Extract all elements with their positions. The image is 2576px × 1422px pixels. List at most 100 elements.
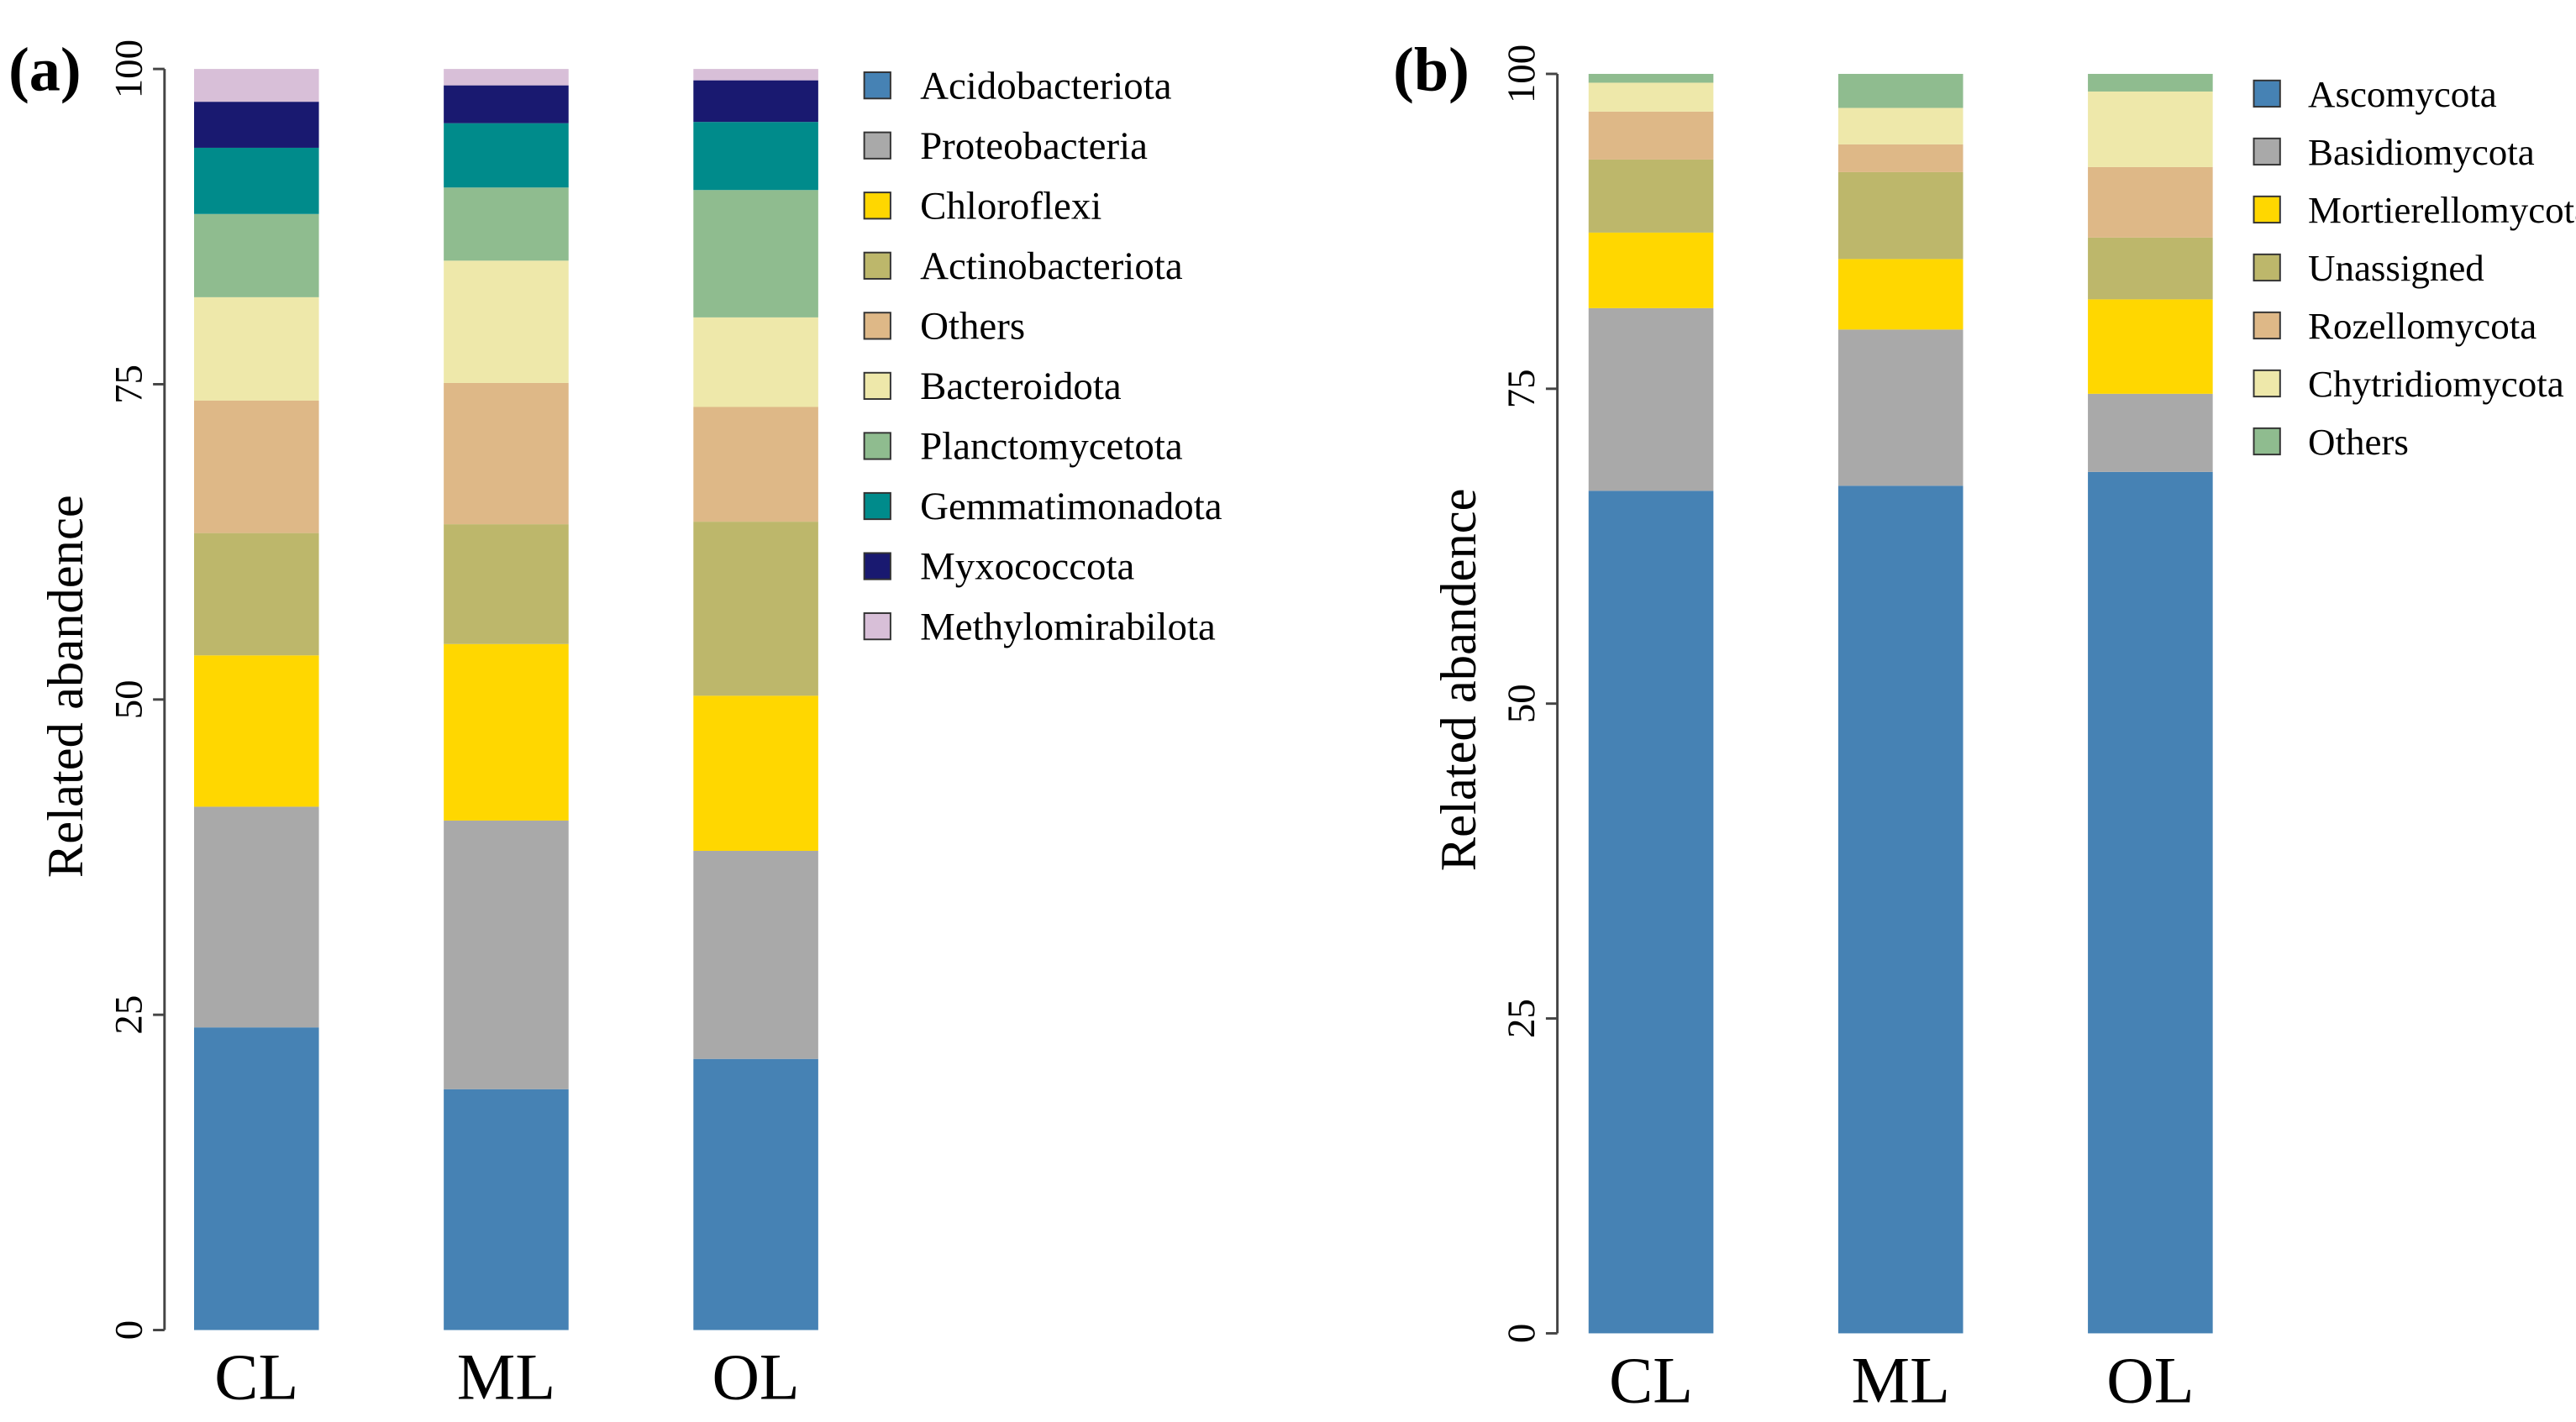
x-tick-label: CL bbox=[214, 1341, 298, 1414]
bar-segment-cl-mortierellomycota bbox=[1588, 232, 1714, 308]
bar-segment-ol-proteobacteria bbox=[693, 850, 818, 1059]
legend-label: Unassigned bbox=[2308, 247, 2484, 289]
legend-label: Myxococcota bbox=[920, 545, 1134, 589]
bar-segment-ml-basidiomycota bbox=[1837, 329, 1964, 486]
panel-label: (a) bbox=[8, 36, 81, 105]
bar-segment-ol-bacteroidota bbox=[693, 317, 818, 407]
panel-label: (b) bbox=[1393, 36, 1469, 105]
bar-segment-ol-chloroflexi bbox=[693, 695, 818, 851]
y-tick-label: 100 bbox=[1500, 45, 1543, 103]
bar-segment-ml-actinobacteriota bbox=[444, 524, 569, 644]
legend-label: Rozellomycota bbox=[2308, 305, 2537, 347]
bar-segment-cl-unassigned bbox=[1588, 159, 1714, 233]
y-axis-label: Related abandence bbox=[38, 495, 94, 878]
y-tick-label: 50 bbox=[107, 680, 150, 719]
legend-swatch bbox=[863, 371, 891, 401]
legend-swatch bbox=[863, 192, 891, 220]
bar-segment-cl-methylomirabilota bbox=[193, 69, 319, 102]
bar-segment-cl-myxococcota bbox=[193, 102, 319, 148]
legend-swatch bbox=[2253, 137, 2281, 166]
legend-swatch bbox=[2253, 79, 2281, 108]
legend-swatch bbox=[2253, 427, 2281, 456]
bar-segment-ml-chytridiomycota bbox=[1837, 108, 1964, 144]
bar-segment-ol-chytridiomycota bbox=[2088, 91, 2213, 167]
y-tick-label: 50 bbox=[1500, 684, 1543, 723]
bar-segment-cl-actinobacteriota bbox=[193, 533, 319, 656]
x-tick-label: ML bbox=[457, 1341, 555, 1414]
legend-swatch bbox=[863, 71, 891, 100]
bar-segment-ml-chloroflexi bbox=[444, 643, 569, 821]
bar-segment-ml-others bbox=[444, 382, 569, 525]
bar-segment-ml-gemmatimonadota bbox=[444, 123, 569, 188]
bar-segment-ol-actinobacteriota bbox=[693, 522, 818, 696]
legend-swatch bbox=[863, 552, 891, 580]
bar-segment-cl-chytridiomycota bbox=[1588, 82, 1714, 112]
y-tick-label: 25 bbox=[107, 995, 150, 1035]
bar-segment-cl-bacteroidota bbox=[193, 296, 319, 401]
legend-swatch bbox=[2253, 253, 2281, 282]
bar-segment-ml-unassigned bbox=[1837, 171, 1964, 260]
y-tick-label: 0 bbox=[107, 1320, 150, 1340]
legend-label: Chytridiomycota bbox=[2308, 363, 2564, 405]
bar-segment-ml-acidobacteriota bbox=[444, 1089, 569, 1330]
legend-label: Others bbox=[920, 305, 1025, 349]
bar-segment-ml-others bbox=[1837, 73, 1964, 108]
legend-swatch bbox=[863, 251, 891, 280]
legend-swatch bbox=[863, 612, 891, 641]
legend-label: Planctomycetota bbox=[920, 425, 1183, 469]
bar-segment-ml-methylomirabilota bbox=[444, 69, 569, 86]
bar-segment-ol-mortierellomycota bbox=[2088, 299, 2213, 394]
legend-label: Actinobacteriota bbox=[920, 244, 1183, 288]
bar-segment-ml-mortierellomycota bbox=[1837, 259, 1964, 330]
bar-segment-cl-basidiomycota bbox=[1588, 307, 1714, 491]
x-tick-label: CL bbox=[1609, 1344, 1693, 1417]
bar-segment-ol-basidiomycota bbox=[2088, 393, 2213, 472]
x-tick-label: OL bbox=[712, 1341, 799, 1414]
bar-segment-cl-gemmatimonadota bbox=[193, 147, 319, 214]
legend-swatch bbox=[863, 312, 891, 340]
legend: Acidobacteriota Proteobacteria Chloroflexi… bbox=[863, 64, 1222, 648]
bar-segment-cl-others bbox=[193, 400, 319, 533]
legend-label: Methylomirabilota bbox=[920, 605, 1216, 648]
bar-segment-cl-chloroflexi bbox=[193, 655, 319, 807]
bar-segment-ol-ascomycota bbox=[2088, 471, 2213, 1334]
legend-swatch bbox=[2253, 311, 2281, 340]
bar-segment-ol-unassigned bbox=[2088, 237, 2213, 300]
y-axis-label: Related abandence bbox=[1431, 488, 1487, 871]
bar-segment-cl-acidobacteriota bbox=[193, 1027, 319, 1330]
legend-swatch bbox=[863, 131, 891, 160]
legend-swatch bbox=[863, 432, 891, 460]
panel-b-fungi-chart: (b) 0 25 50 75 100 Related abandence CL ML OL Asco… bbox=[1393, 36, 2576, 1417]
bar-segment-ol-myxococcota bbox=[693, 80, 818, 123]
x-tick-label: ML bbox=[1852, 1344, 1950, 1417]
legend-label: Basidiomycota bbox=[2308, 131, 2535, 173]
bar-segment-ol-rozellomycota bbox=[2088, 166, 2213, 238]
panel-a-bacteria-chart: (a) 0 25 50 75 100 Related abandence CL ML OL Acid… bbox=[8, 36, 1222, 1414]
bar-segment-ol-gemmatimonadota bbox=[693, 122, 818, 191]
legend-label: Chloroflexi bbox=[920, 184, 1101, 228]
bar-segment-ol-planctomycetota bbox=[693, 190, 818, 317]
y-tick-label: 100 bbox=[107, 39, 150, 98]
legend: Ascomycota Basidiomycota Mortierellomycota… bbox=[2253, 73, 2576, 463]
legend-swatch bbox=[2253, 369, 2281, 398]
bar-segment-ml-planctomycetota bbox=[444, 187, 569, 261]
bar-segment-cl-rozellomycota bbox=[1588, 111, 1714, 160]
bar-segment-cl-planctomycetota bbox=[193, 213, 319, 297]
bar-segment-cl-proteobacteria bbox=[193, 806, 319, 1028]
y-tick-label: 25 bbox=[1500, 999, 1543, 1038]
x-tick-label: OL bbox=[2106, 1344, 2194, 1417]
legend-swatch bbox=[2253, 195, 2281, 224]
bar-segment-cl-others bbox=[1588, 73, 1714, 83]
bar-segment-ol-acidobacteriota bbox=[693, 1058, 818, 1330]
y-tick-label: 0 bbox=[1500, 1324, 1543, 1343]
bar-segment-ol-others bbox=[2088, 73, 2213, 92]
bar-segment-ml-myxococcota bbox=[444, 85, 569, 123]
bar-segment-ol-others bbox=[693, 407, 818, 522]
legend-swatch bbox=[863, 491, 891, 521]
bar-segment-ml-bacteroidota bbox=[444, 260, 569, 383]
legend-label: Mortierellomycota bbox=[2308, 189, 2576, 231]
bar-segment-ol-methylomirabilota bbox=[693, 69, 818, 81]
bar-segment-ml-ascomycota bbox=[1837, 485, 1964, 1334]
bar-segment-ml-proteobacteria bbox=[444, 820, 569, 1089]
